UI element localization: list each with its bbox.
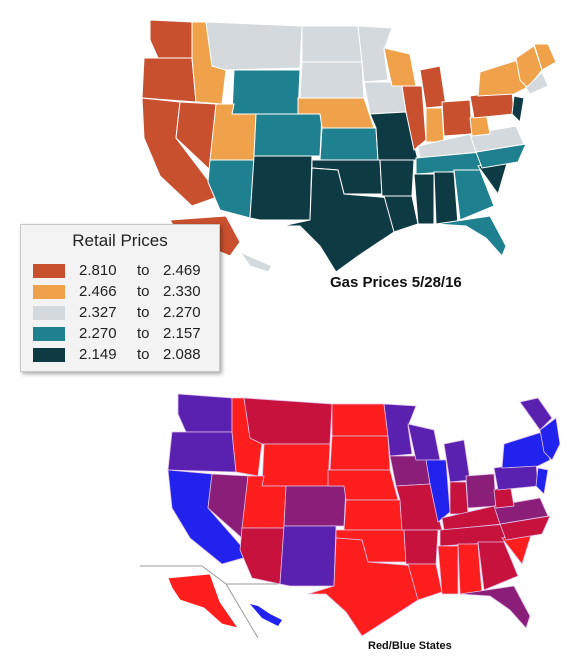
state-oregon — [141, 57, 197, 103]
state-illinois — [425, 459, 451, 523]
legend-range-to: 2.088 — [163, 346, 201, 363]
state-new-jersey — [535, 467, 549, 495]
legend-swatch — [33, 306, 65, 320]
state-indiana — [425, 107, 445, 143]
state-ohio — [441, 99, 473, 137]
red-blue-states-map — [140, 393, 560, 638]
state-montana — [243, 397, 333, 445]
state-arkansas — [379, 159, 415, 197]
legend-range-to: 2.270 — [163, 304, 201, 321]
state-iowa — [389, 455, 431, 487]
gas-price-map — [141, 19, 557, 273]
legend-range-from: 2.466 — [79, 283, 117, 300]
state-washington — [149, 19, 193, 59]
state-north-dakota — [301, 25, 363, 63]
state-iowa — [363, 81, 407, 115]
state-texas — [307, 537, 419, 637]
state-ohio — [465, 473, 497, 509]
state-arizona — [239, 527, 285, 585]
state-kansas — [319, 127, 379, 161]
state-south-dakota — [329, 435, 391, 471]
legend-row: 2.270 to 2.157 — [33, 324, 213, 344]
legend-range-from: 2.270 — [79, 325, 117, 342]
legend-swatch — [33, 327, 65, 341]
state-wyoming — [231, 69, 301, 115]
state-south-dakota — [299, 61, 365, 99]
state-illinois — [401, 85, 427, 151]
state-north-dakota — [331, 403, 389, 437]
legend-title: Retail Prices — [72, 231, 168, 250]
state-florida — [459, 585, 531, 629]
state-hawaii — [238, 250, 273, 273]
state-new-england — [539, 417, 560, 461]
state-new-york — [477, 59, 527, 97]
legend-range-to: 2.330 — [163, 283, 201, 300]
legend-range-to: 2.469 — [163, 262, 201, 279]
state-new-mexico — [249, 155, 313, 221]
state-arizona — [207, 159, 255, 219]
state-new-jersey — [511, 95, 525, 124]
state-wisconsin — [407, 423, 441, 461]
state-colorado — [283, 485, 347, 527]
state-colorado — [253, 113, 323, 157]
state-alaska — [167, 573, 239, 629]
state-minnesota — [383, 403, 417, 457]
state-arkansas — [403, 529, 439, 565]
state-alabama — [433, 171, 459, 225]
legend-swatch — [33, 285, 65, 299]
legend-range-to-word: to — [137, 346, 150, 363]
state-florida — [435, 215, 507, 257]
state-wisconsin — [383, 47, 417, 87]
state-texas — [281, 167, 395, 273]
legend-row: 2.327 to 2.270 — [33, 303, 213, 323]
state-southern-new-england — [525, 71, 549, 95]
state-mississippi — [437, 545, 459, 595]
state-hawaii — [250, 604, 282, 626]
legend-range-to-word: to — [137, 304, 150, 321]
state-new-mexico — [279, 525, 337, 587]
state-minnesota — [357, 25, 393, 83]
legend-range-from: 2.327 — [79, 304, 117, 321]
legend-swatch — [33, 264, 65, 278]
legend-row: 2.149 to 2.088 — [33, 345, 213, 365]
legend-row: 2.466 to 2.330 — [33, 282, 213, 302]
state-washington — [177, 393, 233, 433]
state-georgia — [453, 169, 495, 221]
state-mississippi — [413, 173, 435, 225]
legend-range-to-word: to — [137, 325, 150, 342]
state-indiana — [449, 481, 469, 515]
state-new-york — [501, 431, 551, 469]
state-georgia — [477, 541, 519, 591]
state-maine — [519, 397, 553, 431]
state-montana — [205, 21, 303, 71]
red-blue-caption: Red/Blue States — [368, 640, 452, 652]
legend-range-to-word: to — [137, 283, 150, 300]
legend-range-to: 2.157 — [163, 325, 201, 342]
legend-swatch — [33, 348, 65, 362]
legend-range-to-word: to — [137, 262, 150, 279]
legend-range-from: 2.810 — [79, 262, 117, 279]
state-wyoming — [261, 443, 331, 487]
legend-range-from: 2.149 — [79, 346, 117, 363]
state-alabama — [457, 543, 483, 595]
state-maine — [533, 43, 557, 71]
state-kansas — [343, 499, 403, 531]
legend-row: 2.810 to 2.469 — [33, 261, 213, 281]
inset-border — [140, 565, 259, 638]
price-legend: Retail Prices 2.810 to 2.469 2.466 to 2.330 2.… — [20, 224, 220, 372]
gas-map-caption: Gas Prices 5/28/16 — [330, 274, 462, 291]
state-oregon — [167, 431, 237, 473]
